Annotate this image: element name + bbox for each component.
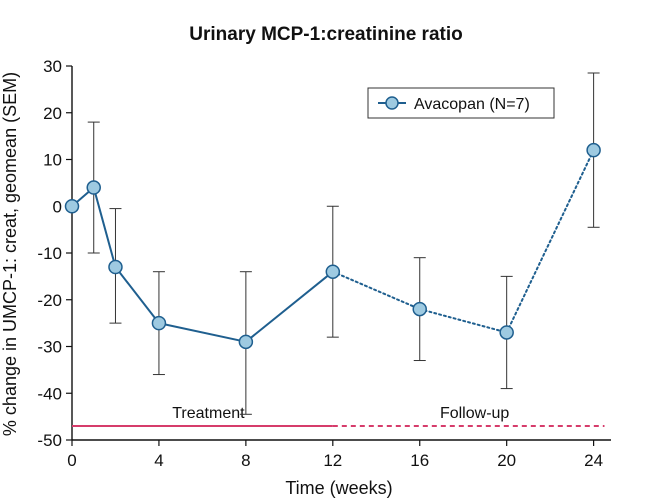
series-line-segment-4 (245, 270, 334, 343)
y-tick-label-30: 30 (43, 57, 62, 76)
series-line-segment-1 (92, 187, 117, 268)
data-point-5 (325, 264, 341, 279)
data-point-6 (412, 301, 427, 317)
data-point-8 (586, 142, 601, 158)
legend-label: Avacopan (N=7) (414, 96, 530, 113)
y-tick-label--10: -10 (37, 244, 62, 263)
x-axis-label: Time (weeks) (285, 478, 392, 498)
chart-title: Urinary MCP-1:creatinine ratio (189, 24, 462, 45)
y-tick-label-0: 0 (53, 197, 62, 216)
x-tick-label-4: 4 (154, 451, 163, 470)
y-tick-label--20: -20 (37, 291, 62, 310)
series-line-segment-6 (418, 308, 508, 334)
treatment-label: Treatment (172, 405, 245, 422)
data-point-2 (108, 259, 123, 275)
y-tick-label--50: -50 (37, 431, 62, 450)
x-tick-label-8: 8 (241, 451, 250, 470)
x-tick-label-0: 0 (67, 451, 76, 470)
data-point-3 (151, 315, 167, 331)
series-line-segment-5 (331, 270, 421, 311)
chart-layer: 30 20 10 0 -10 -20 -30 -40 -50 0 4 8 12 16 20 24 Treatme… (37, 57, 611, 470)
series-line-segment-7 (505, 149, 595, 334)
series-line-segment-2 (114, 266, 160, 324)
y-axis-label: % change in UMCP-1: creat, geomean (SEM) (0, 72, 20, 436)
y-tick-label-10: 10 (43, 151, 62, 170)
data-point-4 (238, 334, 254, 350)
series-line-segment-3 (158, 322, 247, 343)
y-tick-label--30: -30 (37, 338, 62, 357)
x-tick-label-12: 12 (323, 451, 342, 470)
legend-marker-swatch (385, 96, 399, 110)
x-tick-label-16: 16 (410, 451, 429, 470)
data-point-7 (499, 325, 514, 340)
data-point-0 (64, 199, 80, 214)
y-tick-label--40: -40 (37, 384, 62, 403)
data-point-1 (86, 180, 101, 195)
x-tick-label-20: 20 (497, 451, 516, 470)
follow-up-label: Follow-up (440, 405, 509, 422)
y-tick-label-20: 20 (43, 104, 62, 123)
x-tick-label-24: 24 (584, 451, 603, 470)
